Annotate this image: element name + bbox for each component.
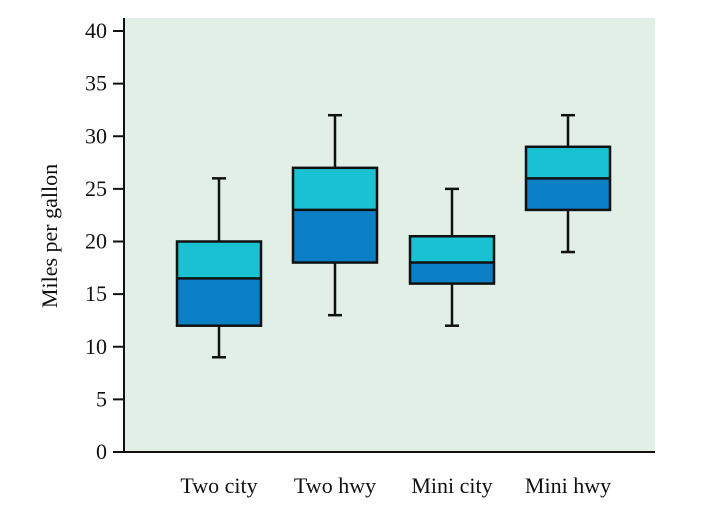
plot-background — [124, 18, 655, 452]
x-category-label: Mini hwy — [525, 473, 611, 498]
y-tick-label: 5 — [96, 386, 107, 411]
y-tick-label: 30 — [85, 123, 107, 148]
y-tick-label: 20 — [85, 229, 107, 254]
box-upper-half — [410, 236, 494, 263]
box-outline — [408, 234, 496, 285]
box-lower-half — [177, 278, 261, 326]
box-upper-half — [526, 146, 610, 179]
x-category-label: Two city — [180, 473, 257, 498]
box-lower-half — [526, 178, 610, 210]
box-lower-half — [410, 262, 494, 284]
y-tick-label: 40 — [85, 18, 107, 43]
y-tick-label: 10 — [85, 334, 107, 359]
box-two-hwy — [291, 113, 379, 317]
y-axis-title: Miles per gallon — [37, 164, 62, 308]
box-outline — [175, 240, 263, 327]
box-upper-half — [177, 241, 261, 279]
box-mini-hwy — [524, 113, 612, 254]
box-outline — [291, 166, 379, 264]
y-tick-label: 15 — [85, 281, 107, 306]
y-tick-label: 35 — [85, 71, 107, 96]
box-series — [175, 113, 612, 359]
box-mini-city — [408, 187, 496, 327]
y-tick-label: 0 — [96, 439, 107, 464]
x-axis: Two city Two hwy Mini city Mini hwy — [113, 451, 655, 498]
box-lower-half — [293, 209, 377, 263]
y-axis: 0 5 10 15 20 25 30 35 40 — [85, 18, 125, 464]
x-category-label: Mini city — [411, 473, 492, 498]
x-category-label: Two hwy — [294, 473, 376, 498]
y-tick-label: 25 — [85, 176, 107, 201]
box-upper-half — [293, 167, 377, 210]
box-two-city — [175, 177, 263, 359]
